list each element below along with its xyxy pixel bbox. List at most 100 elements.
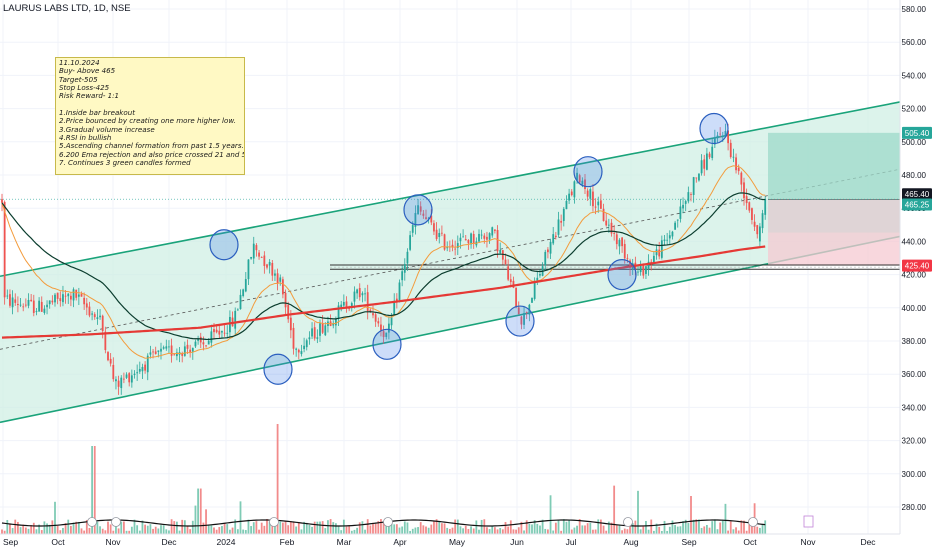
candle-body: [547, 249, 549, 253]
candle-body: [570, 191, 573, 196]
volume-bar: [59, 530, 62, 534]
chart-title: LAURUS LABS LTD, 1D, NSE: [3, 3, 131, 14]
volume-bar: [64, 523, 67, 534]
volume-bar: [321, 521, 324, 534]
volume-bar: [144, 524, 146, 534]
candle-body: [425, 217, 427, 220]
volume-bar: [653, 530, 655, 534]
candle-body: [708, 153, 711, 158]
candle-body: [578, 175, 581, 183]
candle-body: [377, 321, 380, 324]
volume-bar: [395, 524, 398, 534]
candle-body: [459, 237, 462, 242]
volume-bar: [96, 521, 99, 534]
volume-bar: [552, 530, 555, 534]
note-line: Buy- Above 465: [59, 66, 116, 76]
candle-body: [205, 345, 207, 347]
candle-body: [417, 205, 419, 215]
x-tick-label: 2024: [217, 537, 236, 547]
volume-bar: [30, 525, 33, 534]
volume-bar: [756, 526, 759, 534]
volume-bar: [613, 485, 616, 534]
volume-bar: [67, 519, 70, 534]
volume-bar: [721, 519, 724, 534]
volume-bar: [123, 521, 125, 534]
y-tick-label: 480.00: [902, 171, 927, 180]
volume-bar: [252, 522, 255, 534]
volume-bar: [631, 523, 634, 534]
volume-bar: [112, 530, 115, 534]
candle-body: [255, 245, 258, 251]
note-line: 7. Continues 3 green candles formed: [59, 158, 191, 168]
candle-body: [43, 308, 46, 313]
volume-bar: [19, 527, 22, 534]
candle-body: [549, 241, 552, 254]
candle-body: [123, 378, 125, 380]
candle-body: [573, 181, 576, 198]
volume-bar: [740, 520, 743, 534]
candle-body: [70, 295, 72, 300]
candle-body: [759, 226, 761, 242]
volume-bar: [478, 529, 480, 534]
volume-bar: [592, 529, 594, 534]
volume-bar: [117, 528, 120, 534]
volume-bar: [682, 521, 684, 534]
price-label-text: 505.40: [905, 129, 930, 138]
candle-body: [727, 130, 729, 144]
y-tick-label: 340.00: [902, 403, 927, 412]
volume-bar: [562, 519, 565, 534]
volume-bar: [456, 519, 459, 534]
volume-bar: [536, 523, 539, 534]
volume-bar: [488, 529, 491, 534]
candle-body: [342, 301, 345, 306]
candle-body: [128, 373, 131, 383]
candle-body: [138, 368, 141, 372]
candle-body: [539, 274, 541, 276]
volume-bar: [255, 521, 258, 534]
candle-body: [234, 310, 237, 329]
pivot-circle: [505, 305, 535, 337]
price-label-box: [902, 259, 932, 272]
candle-body: [395, 298, 398, 302]
candle-body: [176, 352, 178, 357]
trade-note: 11.10.2024 Buy- Above 465 Target-505 Stop L…: [55, 57, 245, 175]
volume-bar: [504, 521, 507, 534]
candle-body: [181, 353, 184, 356]
candle-body: [115, 379, 117, 382]
volume-bar: [80, 528, 83, 534]
volume-bar: [690, 496, 692, 534]
candle-body: [353, 291, 356, 302]
candle-body: [441, 232, 443, 234]
volume-bar: [679, 526, 682, 534]
y-tick-label: 560.00: [902, 38, 927, 47]
volume-bar: [520, 521, 523, 534]
volume-bar: [372, 522, 374, 534]
candle-body: [247, 259, 250, 280]
volume-bar: [623, 528, 626, 534]
volume-bar: [713, 519, 716, 534]
candle-body: [276, 273, 279, 284]
candle-body: [668, 235, 671, 239]
candle-body: [703, 159, 706, 169]
candle-body: [85, 303, 88, 308]
candle-body: [316, 337, 319, 339]
candle-body: [422, 213, 425, 216]
volume-bar: [99, 526, 101, 534]
volume-bar: [250, 526, 252, 534]
volume-bar: [107, 521, 109, 534]
x-tick-label: Mar: [337, 537, 352, 547]
volume-bar: [501, 529, 504, 534]
candle-body: [112, 364, 115, 380]
note-line: Stop Loss-425: [59, 83, 110, 93]
candle-body: [186, 344, 189, 349]
volume-bar: [539, 525, 541, 534]
volume-bar: [464, 525, 467, 534]
candle-body: [93, 314, 96, 318]
volume-bar: [77, 521, 80, 534]
volume-bar: [332, 522, 335, 534]
candle-body: [14, 299, 17, 303]
volume-bar: [350, 530, 353, 534]
volume-bar: [295, 526, 298, 534]
volume-bar: [711, 521, 714, 534]
